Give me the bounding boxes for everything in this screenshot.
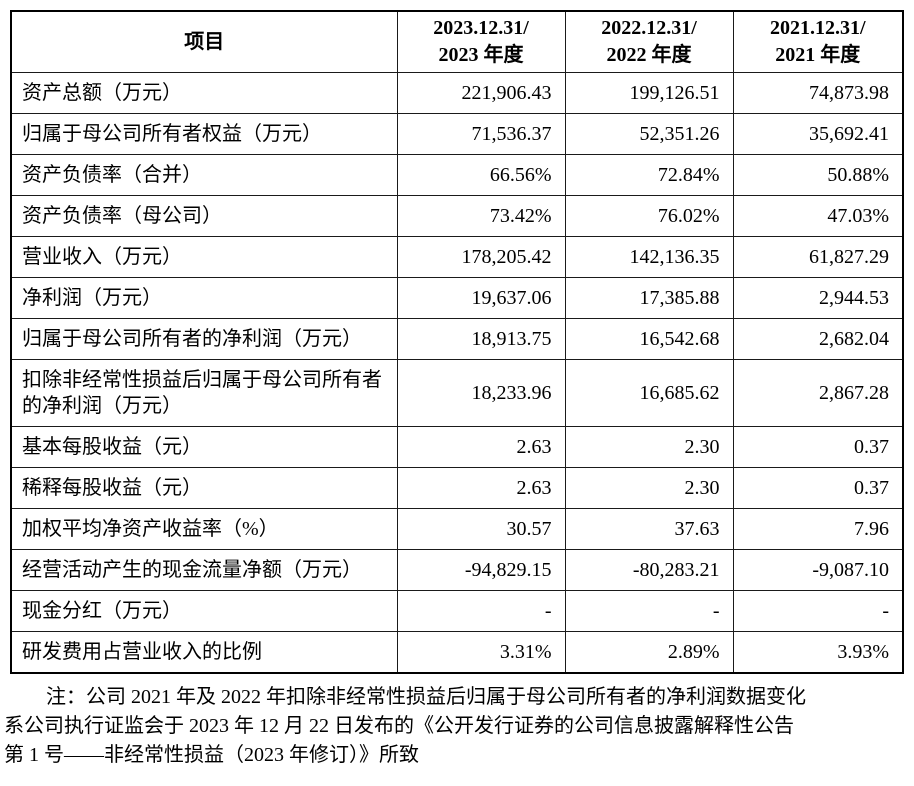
value-2021: 7.96	[732, 508, 904, 550]
value-2023: 2.63	[396, 426, 566, 468]
table-row: 归属于母公司所有者权益（万元） 71,536.37 52,351.26 35,6…	[10, 113, 904, 155]
row-label: 营业收入（万元）	[10, 236, 398, 278]
value-2023: 71,536.37	[396, 113, 566, 155]
value-2023: 221,906.43	[396, 72, 566, 114]
value-2023: 18,233.96	[396, 359, 566, 427]
header-2022-date: 2022.12.31/	[601, 17, 697, 39]
header-item-label: 项目	[184, 30, 225, 53]
value-2023: 178,205.42	[396, 236, 566, 278]
value-2023: 73.42%	[396, 195, 566, 237]
value-2021: 47.03%	[732, 195, 904, 237]
row-label: 扣除非经常性损益后归属于母公司所有者的净利润（万元）	[10, 359, 398, 427]
value-2023: 18,913.75	[396, 318, 566, 360]
value-2022: 17,385.88	[564, 277, 734, 319]
row-label: 净利润（万元）	[10, 277, 398, 319]
value-2022: 76.02%	[564, 195, 734, 237]
value-2023: 30.57	[396, 508, 566, 550]
table-row: 加权平均净资产收益率（%） 30.57 37.63 7.96	[10, 508, 904, 550]
header-cell-item: 项目	[10, 10, 398, 73]
table-row: 净利润（万元） 19,637.06 17,385.88 2,944.53	[10, 277, 904, 319]
value-2021: 61,827.29	[732, 236, 904, 278]
row-label: 资产总额（万元）	[10, 72, 398, 114]
value-2021: 0.37	[732, 426, 904, 468]
document-page: 项目 2023.12.31/ 2023 年度 2022.12.31/ 2022 …	[0, 10, 914, 786]
header-cell-2021: 2021.12.31/ 2021 年度	[732, 10, 904, 73]
financial-summary-table: 项目 2023.12.31/ 2023 年度 2022.12.31/ 2022 …	[10, 10, 904, 674]
footnote-line-3: 第 1 号——非经常性损益（2023 年修订）》所致	[4, 744, 419, 766]
header-cell-2022: 2022.12.31/ 2022 年度	[564, 10, 734, 73]
header-2021-date: 2021.12.31/	[769, 17, 866, 39]
header-2023-date: 2023.12.31/	[433, 17, 529, 39]
table-row: 资产负债率（母公司） 73.42% 76.02% 47.03%	[10, 195, 904, 237]
value-2021: 74,873.98	[732, 72, 904, 114]
value-2022: 199,126.51	[564, 72, 734, 114]
row-label: 资产负债率（合并）	[10, 154, 398, 196]
value-2021: 50.88%	[732, 154, 904, 196]
value-2023: 19,637.06	[396, 277, 566, 319]
value-2022: 2.30	[564, 426, 734, 468]
value-2022: 37.63	[564, 508, 734, 550]
row-label: 基本每股收益（元）	[10, 426, 398, 468]
value-2022: 142,136.35	[564, 236, 734, 278]
table-row: 资产负债率（合并） 66.56% 72.84% 50.88%	[10, 154, 904, 196]
table-row: 营业收入（万元） 178,205.42 142,136.35 61,827.29	[10, 236, 904, 278]
table-row: 资产总额（万元） 221,906.43 199,126.51 74,873.98	[10, 72, 904, 114]
row-label: 加权平均净资产收益率（%）	[10, 508, 398, 550]
row-label: 经营活动产生的现金流量净额（万元）	[10, 549, 398, 591]
value-2021: -9,087.10	[732, 549, 904, 591]
table-row: 经营活动产生的现金流量净额（万元） -94,829.15 -80,283.21 …	[10, 549, 904, 591]
table-row: 基本每股收益（元） 2.63 2.30 0.37	[10, 426, 904, 468]
row-label: 归属于母公司所有者的净利润（万元）	[10, 318, 398, 360]
footnote: 注：公司 2021 年及 2022 年扣除非经常性损益后归属于母公司所有者的净利…	[4, 683, 904, 770]
value-2022: -	[564, 590, 734, 632]
value-2022: -80,283.21	[564, 549, 734, 591]
header-2023-period: 2023 年度	[438, 44, 524, 66]
table-row: 归属于母公司所有者的净利润（万元） 18,913.75 16,542.68 2,…	[10, 318, 904, 360]
value-2023: 2.63	[396, 467, 566, 509]
value-2022: 2.30	[564, 467, 734, 509]
header-cell-2023: 2023.12.31/ 2023 年度	[396, 10, 566, 73]
value-2022: 2.89%	[564, 631, 734, 674]
row-label: 资产负债率（母公司）	[10, 195, 398, 237]
value-2022: 16,542.68	[564, 318, 734, 360]
value-2021: 35,692.41	[732, 113, 904, 155]
value-2022: 72.84%	[564, 154, 734, 196]
value-2021: 0.37	[732, 467, 904, 509]
value-2021: -	[732, 590, 904, 632]
value-2022: 16,685.62	[564, 359, 734, 427]
row-label: 归属于母公司所有者权益（万元）	[10, 113, 398, 155]
table-row: 现金分红（万元） - - -	[10, 590, 904, 632]
value-2021: 2,867.28	[732, 359, 904, 427]
row-label: 稀释每股收益（元）	[10, 467, 398, 509]
value-2023: 66.56%	[396, 154, 566, 196]
footnote-line-2: 系公司执行证监会于 2023 年 12 月 22 日发布的《公开发行证券的公司信…	[4, 715, 794, 737]
table-row: 稀释每股收益（元） 2.63 2.30 0.37	[10, 467, 904, 509]
table-header-row: 项目 2023.12.31/ 2023 年度 2022.12.31/ 2022 …	[10, 10, 904, 73]
header-2022-period: 2022 年度	[606, 44, 692, 66]
value-2023: 3.31%	[396, 631, 566, 674]
value-2021: 2,944.53	[732, 277, 904, 319]
value-2022: 52,351.26	[564, 113, 734, 155]
footnote-line-1: 注：公司 2021 年及 2022 年扣除非经常性损益后归属于母公司所有者的净利…	[46, 686, 806, 708]
header-2021-period: 2021 年度	[775, 44, 861, 66]
value-2023: -	[396, 590, 566, 632]
table-row: 研发费用占营业收入的比例 3.31% 2.89% 3.93%	[10, 631, 904, 674]
table-row: 扣除非经常性损益后归属于母公司所有者的净利润（万元） 18,233.96 16,…	[10, 359, 904, 427]
row-label: 研发费用占营业收入的比例	[10, 631, 398, 674]
value-2023: -94,829.15	[396, 549, 566, 591]
value-2021: 3.93%	[732, 631, 904, 674]
value-2021: 2,682.04	[732, 318, 904, 360]
row-label: 现金分红（万元）	[10, 590, 398, 632]
